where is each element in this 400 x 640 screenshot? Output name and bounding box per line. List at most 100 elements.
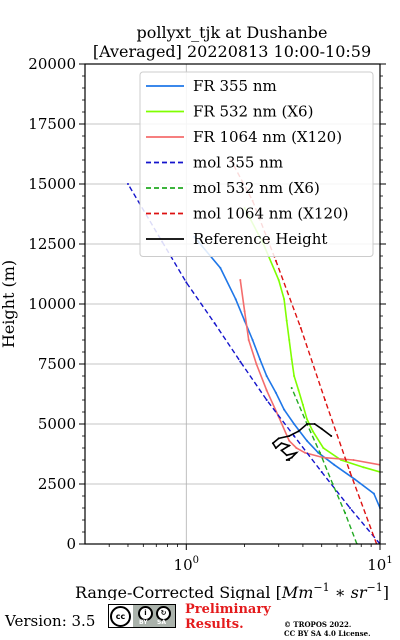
data-point (313, 423, 316, 425)
preliminary-line-1: Preliminary (185, 602, 271, 617)
data-point (297, 389, 300, 392)
data-point (274, 259, 277, 262)
copyright-line-1: © TROPOS 2022. (284, 620, 352, 629)
data-point (283, 298, 286, 301)
data-point (331, 483, 334, 485)
copyright-notice: © TROPOS 2022. CC BY SA 4.0 License. (284, 620, 371, 638)
data-point (288, 339, 291, 341)
data-point (293, 375, 296, 377)
data-point (290, 456, 293, 459)
data-point (285, 319, 288, 322)
data-point (239, 279, 242, 281)
data-point (265, 399, 268, 401)
data-point (277, 437, 280, 440)
data-point (271, 442, 274, 445)
y-tick-label: 12500 (28, 235, 76, 253)
data-point (255, 363, 258, 365)
x-axis-label-end: ] (383, 583, 389, 600)
cc-license-badge: cc i ↻ BY SA (108, 604, 176, 628)
share-alike-icon: ↻ (156, 606, 171, 621)
data-point (265, 389, 268, 392)
y-tick-label: 10000 (28, 295, 76, 313)
series-line (193, 236, 380, 509)
data-point (239, 360, 242, 363)
data-point (301, 403, 304, 406)
series-group (126, 159, 380, 544)
cc-by-label: BY (139, 619, 148, 626)
cc-sa-label: SA (157, 619, 166, 626)
data-point (185, 281, 188, 284)
series-line (243, 207, 380, 473)
preliminary-line-2: Results. (185, 617, 244, 632)
legend-entry: FR 532 nm (X6) (193, 103, 313, 121)
series-reference-height (271, 423, 333, 461)
data-point (293, 423, 296, 425)
data-point (280, 442, 283, 445)
data-point (274, 391, 277, 394)
legend-entry: mol 532 nm (X6) (193, 179, 320, 197)
series-line (291, 387, 358, 544)
data-point (348, 507, 351, 509)
y-tick-label: 20000 (28, 55, 76, 73)
series-line (239, 279, 380, 466)
series-fr-1064-nm-x120- (239, 279, 380, 466)
data-point (288, 444, 291, 447)
x-tick-label: 100 (174, 555, 199, 574)
data-point (318, 451, 321, 454)
version-label: Version: 3.5 (5, 612, 96, 630)
chart-svg: pollyxt_tjk at Dushanbe [Averaged] 20220… (0, 23, 393, 600)
data-point (295, 447, 298, 449)
data-point (333, 463, 336, 466)
data-point (330, 435, 333, 437)
data-point (288, 459, 291, 461)
data-point (251, 339, 254, 341)
copyright-line-2: CC BY SA 4.0 License. (284, 629, 371, 638)
by-attribution-icon: i (138, 606, 153, 621)
y-tick-label: 15000 (28, 175, 76, 193)
x-axis-exp-a: −1 (313, 581, 329, 594)
y-tick-label: 0 (66, 535, 76, 553)
data-point (320, 471, 323, 473)
data-point (306, 418, 309, 421)
y-tick-label: 17500 (28, 115, 76, 133)
data-point (320, 427, 323, 430)
data-point (299, 327, 302, 329)
data-point (311, 430, 314, 433)
data-point (285, 459, 288, 461)
y-axis-label: Height (m) (0, 260, 18, 348)
x-tick-label: 101 (367, 555, 392, 574)
legend-entry: FR 1064 nm (X120) (193, 128, 342, 146)
y-tick-label: 5000 (38, 415, 76, 433)
legend-entry: mol 355 nm (193, 154, 283, 172)
data-point (288, 439, 291, 442)
data-point (290, 358, 293, 361)
data-point (213, 322, 216, 325)
data-point (352, 459, 355, 461)
data-point (280, 449, 283, 452)
data-point (258, 358, 261, 361)
data-point (274, 447, 277, 449)
data-point (288, 435, 291, 437)
legend: FR 355 nm FR 532 nm (X6) FR 1064 nm (X120)… (139, 71, 374, 257)
data-point (317, 451, 320, 454)
data-point (293, 435, 296, 437)
data-point (303, 451, 306, 454)
data-point (265, 375, 268, 377)
axis-ticks: 0 2500 5000 7500 10000 12500 15000 17500 20000 10… (28, 55, 392, 574)
x-axis-unit-a: Mm (281, 583, 314, 600)
cc-logo-icon: cc (110, 606, 131, 627)
data-point (243, 310, 246, 313)
data-point (297, 430, 300, 433)
data-point (277, 279, 280, 281)
legend-entry: FR 355 nm (193, 77, 277, 95)
series-fr-355-nm (193, 235, 380, 509)
x-axis-unit-b: sr (351, 583, 368, 600)
legend-entry: Reference Height (193, 230, 327, 248)
data-point (353, 478, 356, 481)
data-point (283, 408, 286, 411)
data-point (285, 454, 288, 457)
legend-box (139, 71, 374, 257)
data-point (323, 399, 326, 401)
chart-subtitle: [Averaged] 20220813 10:00-10:59 (93, 42, 371, 61)
series-fr-532-nm-x6- (243, 207, 380, 473)
